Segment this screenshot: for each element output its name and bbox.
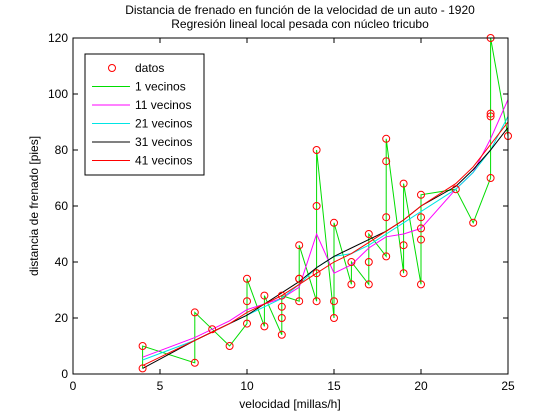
data-point	[277, 314, 286, 322]
chart-subtitle: Regresión lineal local pesada con núcleo…	[171, 17, 429, 31]
data-point	[225, 342, 234, 350]
series-line-5	[142, 121, 509, 367]
legend-box	[84, 53, 205, 176]
y-tick-label: 100	[48, 87, 68, 101]
data-point	[347, 258, 356, 266]
data-point	[260, 322, 269, 331]
x-axis-label: velocidad [millas/h]	[239, 397, 340, 411]
data-point	[190, 358, 199, 367]
data-point	[382, 157, 391, 166]
data-point	[469, 218, 478, 227]
series-line-1	[142, 37, 509, 369]
data-point	[312, 269, 321, 278]
y-tick-label: 40	[55, 255, 69, 269]
y-tick-label: 80	[55, 143, 69, 157]
data-point	[295, 241, 304, 250]
x-tick-label: 10	[240, 379, 254, 393]
y-axis-label: distancia de frenado [pies]	[27, 136, 41, 276]
data-point	[190, 308, 199, 317]
x-tick-label: 15	[327, 379, 341, 393]
data-point	[417, 235, 425, 244]
y-tick-label: 120	[48, 31, 68, 45]
x-tick-label: 20	[414, 379, 428, 393]
x-tick-label: 0	[70, 379, 77, 393]
data-point	[417, 213, 425, 222]
x-tick-label: 25	[501, 379, 515, 393]
data-point	[486, 174, 495, 182]
legend-label: 11 vecinos	[135, 98, 191, 112]
data-point	[243, 297, 251, 306]
legend: datos 1 vecinos 11 vecinos 21 vecinos 31 vec…	[84, 53, 205, 176]
data-point	[330, 297, 338, 306]
legend-label: 1 vecinos	[135, 80, 186, 94]
data-point	[382, 252, 391, 261]
data-point	[399, 241, 408, 250]
x-tick-label: 5	[157, 379, 164, 393]
data-point	[138, 364, 147, 373]
data-point	[330, 314, 338, 322]
legend-label: 21 vecinos	[135, 117, 192, 131]
data-point	[417, 190, 425, 199]
chart-title: Distancia de frenado en función de la ve…	[125, 3, 475, 17]
data-point	[330, 218, 338, 227]
data-point	[277, 330, 286, 339]
legend-label: 41 vecinos	[135, 154, 192, 168]
data-point	[347, 280, 356, 289]
y-tick-label: 0	[61, 367, 68, 381]
data-point	[417, 280, 425, 289]
data-point	[417, 224, 425, 233]
data-point	[295, 274, 304, 283]
data-point	[486, 112, 495, 121]
data-point	[243, 319, 251, 328]
data-point	[451, 185, 460, 194]
data-point	[364, 230, 373, 238]
data-point	[138, 342, 147, 350]
data-point	[312, 297, 321, 306]
legend-label: 31 vecinos	[135, 135, 192, 149]
data-point	[208, 325, 217, 334]
data-point	[312, 146, 321, 154]
data-point	[399, 179, 408, 188]
data-point	[382, 134, 391, 143]
data-point	[399, 269, 408, 278]
data-point	[382, 213, 391, 222]
data-point	[260, 291, 269, 300]
y-tick-label: 60	[55, 199, 69, 213]
data-point	[277, 302, 286, 311]
data-point	[277, 291, 286, 300]
data-point	[295, 297, 304, 306]
data-point	[312, 202, 321, 210]
ticks-layer: 0 5 10 15 20 25 0 20 40 60 80 100 120	[48, 31, 515, 393]
series-layer	[142, 37, 509, 369]
y-tick-label: 20	[55, 311, 69, 325]
legend-label: datos	[135, 61, 164, 75]
legend-marker-datos	[108, 64, 116, 72]
data-point	[243, 274, 251, 283]
data-point	[364, 258, 373, 266]
data-point	[486, 109, 495, 118]
data-point	[364, 280, 373, 289]
